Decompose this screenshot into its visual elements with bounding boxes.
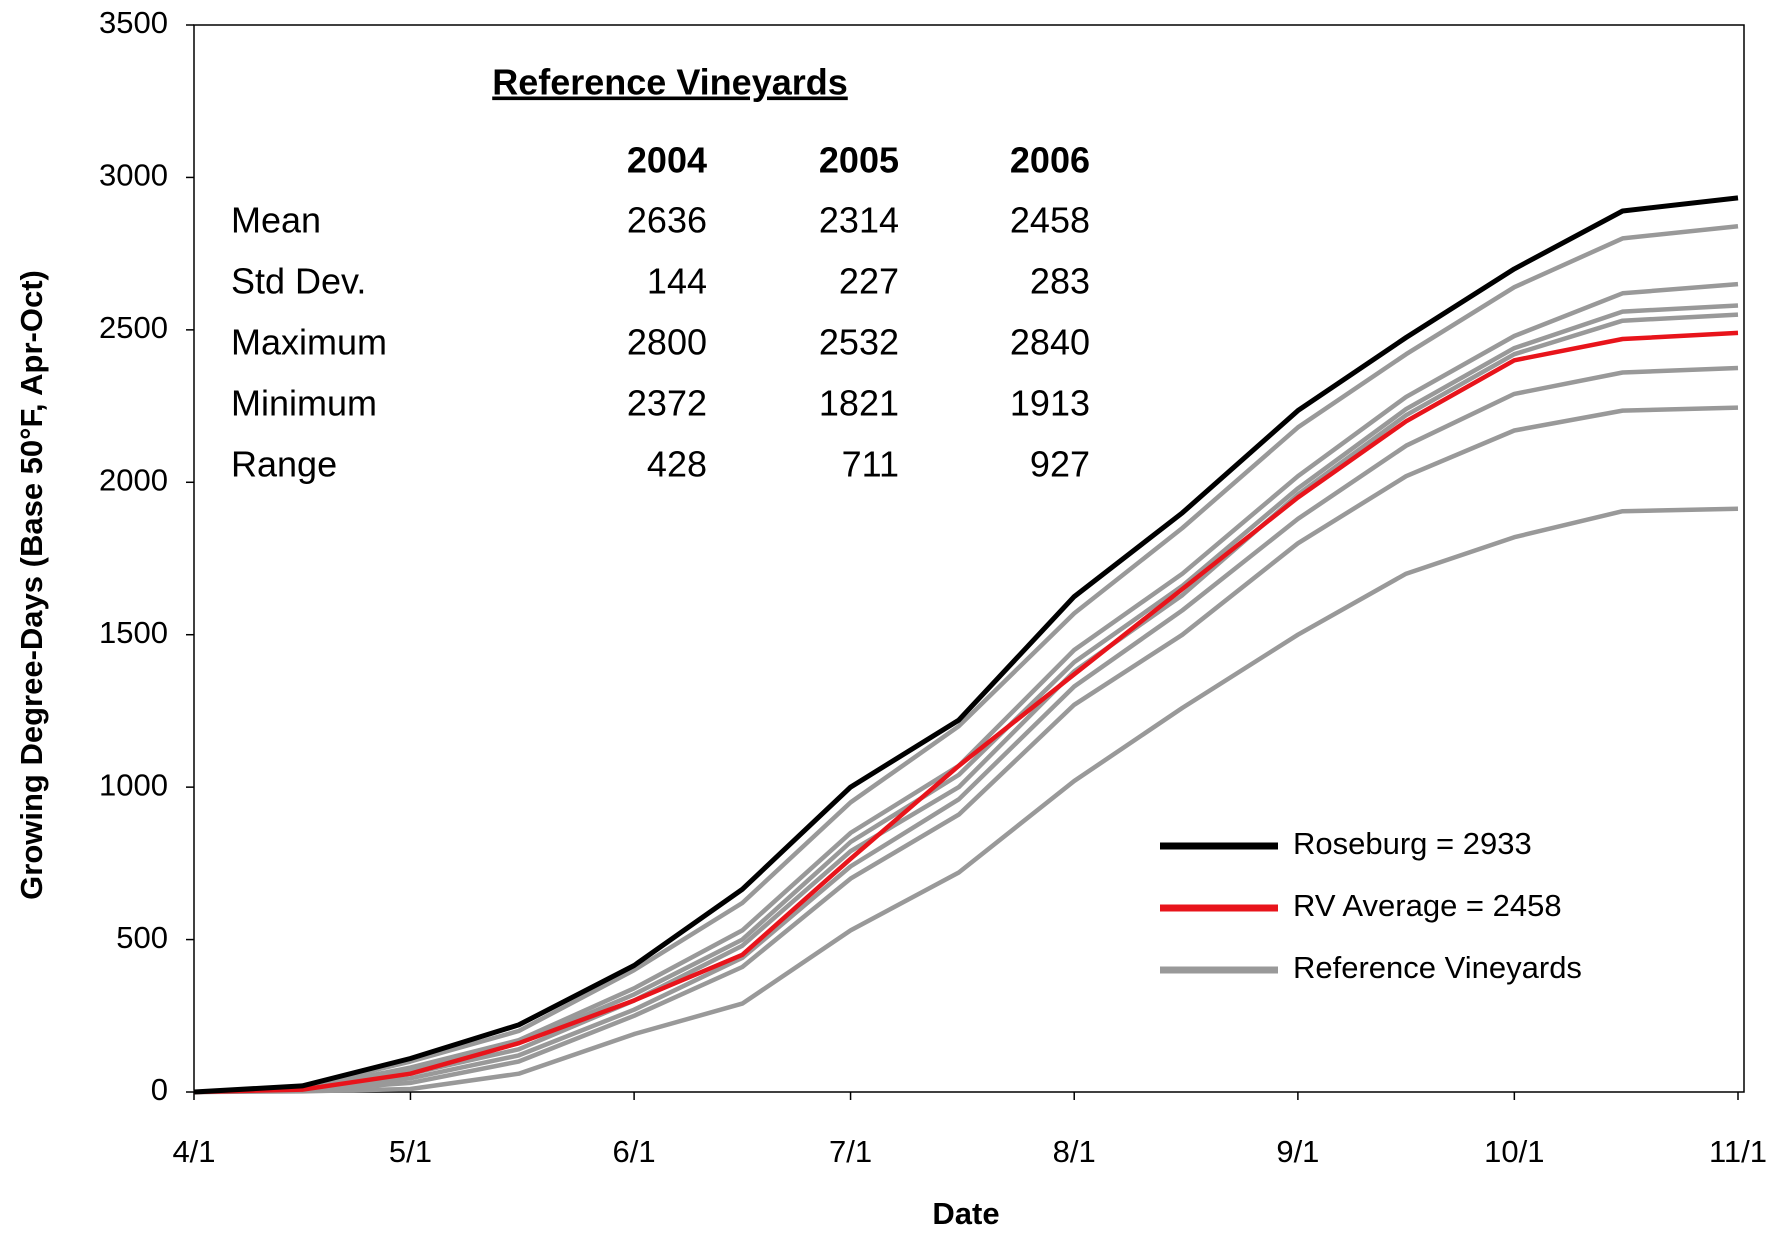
series-line <box>193 506 1739 1095</box>
legend-label: Reference Vineyards <box>1293 950 1582 985</box>
legend-label: RV Average = 2458 <box>1293 888 1562 923</box>
table-cell: 2314 <box>819 200 899 241</box>
series-line <box>193 195 1739 1095</box>
x-tick-label: 7/1 <box>829 1134 872 1169</box>
x-tick-label: 9/1 <box>1276 1134 1319 1169</box>
y-tick-label: 3500 <box>99 5 168 40</box>
table-cell: 2840 <box>1010 322 1090 363</box>
x-tick-label: 8/1 <box>1053 1134 1096 1169</box>
table-row-label: Maximum <box>231 322 387 363</box>
legend-label: Roseburg = 2933 <box>1293 826 1532 861</box>
series-line <box>193 405 1739 1095</box>
x-tick-label: 5/1 <box>389 1134 432 1169</box>
table-row-label: Std Dev. <box>231 261 366 302</box>
x-axis-title: Date <box>932 1196 999 1231</box>
table-title: Reference Vineyards <box>492 62 848 103</box>
y-tick-label: 2000 <box>99 462 168 497</box>
table-cell: 1821 <box>819 383 899 424</box>
series-line <box>193 365 1739 1095</box>
x-tick-label: 10/1 <box>1484 1134 1544 1169</box>
table-cell: 2372 <box>627 383 707 424</box>
table-cell: 2800 <box>627 322 707 363</box>
table-row-label: Minimum <box>231 383 377 424</box>
table-cell: 428 <box>647 444 707 485</box>
x-tick-label: 4/1 <box>172 1134 215 1169</box>
series-line <box>193 330 1739 1095</box>
y-tick-label: 1500 <box>99 615 168 650</box>
table-cell: 711 <box>842 444 899 485</box>
y-tick-label: 1000 <box>99 767 168 802</box>
table-column-header: 2006 <box>1010 140 1090 181</box>
table-row-label: Mean <box>231 200 321 241</box>
table-column-header: 2005 <box>819 140 899 181</box>
table-column-header: 2004 <box>627 140 707 181</box>
table-row-label: Range <box>231 444 337 485</box>
table-cell: 2532 <box>819 322 899 363</box>
y-tick-label: 0 <box>151 1072 168 1107</box>
x-tick-label: 6/1 <box>613 1134 656 1169</box>
table-cell: 2458 <box>1010 200 1090 241</box>
y-tick-label: 500 <box>116 920 168 955</box>
table-cell: 1913 <box>1010 383 1090 424</box>
series-line <box>193 223 1739 1095</box>
table-cell: 283 <box>1030 261 1090 302</box>
plot-frame <box>193 24 1745 1093</box>
table-cell: 927 <box>1030 444 1090 485</box>
table-cell: 2636 <box>627 200 707 241</box>
y-tick-label: 2500 <box>99 310 168 345</box>
x-tick-label: 11/1 <box>1709 1134 1766 1169</box>
table-cell: 227 <box>839 261 899 302</box>
y-tick-label: 3000 <box>99 158 168 193</box>
table-cell: 144 <box>647 261 707 302</box>
y-axis-title: Growing Degree-Days (Base 50°F, Apr-Oct) <box>14 270 49 900</box>
